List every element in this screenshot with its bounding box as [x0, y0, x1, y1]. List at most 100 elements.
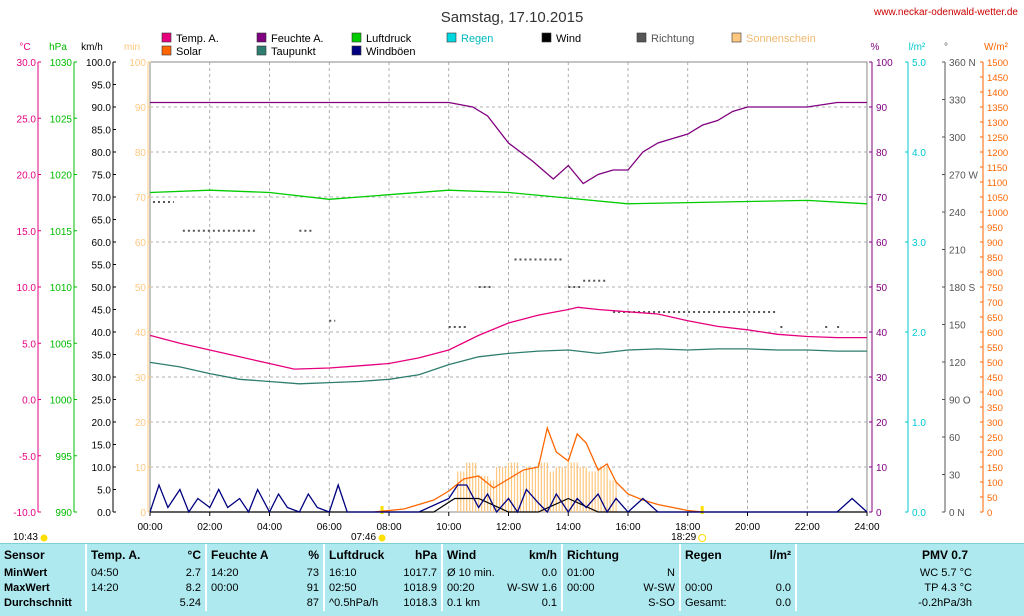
rain-tick-label: 1.0 — [912, 418, 926, 429]
series-line-solar — [374, 425, 703, 513]
humidity-tick-label: 30 — [876, 373, 888, 384]
stats-rain-time: Gesamt: — [679, 596, 746, 611]
rain-tick-label: 2.0 — [912, 328, 926, 339]
temp-tick-label: -5.0 — [19, 452, 37, 463]
series-line-temp-a- — [149, 306, 867, 370]
legend: Temp. A.Solar Feuchte A.Taupunkt Luftdruck… — [161, 32, 816, 58]
stats-wind-header: Wind — [441, 544, 500, 566]
wind-tick-label: 0.0 — [97, 508, 111, 519]
humidity-tick-label: 10 — [876, 463, 888, 474]
x-tick-label: 06:00 — [317, 522, 342, 533]
stats-dir-time: 01:00 — [561, 566, 624, 581]
stats-temp-time — [85, 596, 150, 611]
x-tick-label: 22:00 — [795, 522, 820, 533]
sunshine-tick-label: 10 — [135, 463, 147, 474]
temp-tick-label: 20.0 — [17, 171, 37, 182]
stats-temp-unit: °C — [187, 547, 201, 562]
stats-temp-header: Temp. A. — [85, 544, 150, 566]
stats-wind-value: 0.1 — [541, 597, 557, 609]
x-tick-label: 20:00 — [735, 522, 760, 533]
solar-tick-label: 200 — [987, 448, 1003, 459]
legend-label: Richtung — [651, 33, 694, 45]
stats-row-min: MinWert 04:50 2.7 14:20 73 16:10 1017.7 … — [0, 566, 1024, 581]
solar-axis-unit: W/m² — [984, 42, 1009, 53]
temp-tick-label: 10.0 — [17, 283, 37, 294]
stats-press-value: 1018.9 — [403, 582, 437, 594]
stats-hum-value: 87 — [306, 597, 319, 609]
direction-tick-label: 150 — [949, 321, 966, 332]
x-tick-label: 12:00 — [496, 522, 521, 533]
x-tick-label: 10:00 — [436, 522, 461, 533]
stats-temp-time: 14:20 — [85, 581, 150, 596]
rain-tick-label: 3.0 — [912, 238, 926, 249]
stats-hum-unit: % — [308, 547, 319, 562]
stats-wind-time: 0.1 km — [441, 596, 500, 611]
stats-press-unit: hPa — [414, 547, 437, 562]
x-tick-label: 18:00 — [675, 522, 700, 533]
stats-press-time: ^0.5hPa/h — [323, 596, 386, 611]
legend-swatch — [256, 32, 267, 43]
humidity-axis-unit: % — [871, 42, 880, 53]
sunset-icon — [698, 534, 707, 542]
wind-tick-label: 75.0 — [92, 171, 112, 182]
solar-tick-label: 50 — [987, 493, 998, 504]
temp-tick-label: 30.0 — [17, 58, 37, 69]
x-tick-label: 24:00 — [854, 522, 879, 533]
legend-swatch — [636, 32, 647, 43]
wind-axis-unit: km/h — [81, 42, 103, 53]
stats-hum-header: Feuchte A. — [205, 544, 268, 566]
weather-chart: Samstag, 17.10.2015 www.neckar-odenwald-… — [13, 7, 1018, 543]
stats-rain-unit: l/m² — [769, 547, 791, 562]
stats-press-value: 1017.7 — [403, 567, 437, 579]
legend-swatch — [161, 45, 172, 56]
legend-label: Windböen — [366, 46, 416, 58]
rain-tick-label: 5.0 — [912, 58, 926, 69]
stats-hum-time — [205, 596, 268, 611]
site-url[interactable]: www.neckar-odenwald-wetter.de — [873, 7, 1018, 18]
wind-tick-label: 95.0 — [92, 81, 112, 92]
pressure-axis-unit: hPa — [49, 42, 67, 53]
stats-sensor-header: Sensor — [4, 547, 45, 562]
direction-axis-unit: ° — [944, 42, 948, 53]
x-tick-label: 00:00 — [137, 522, 162, 533]
pressure-tick-label: 990 — [55, 508, 72, 519]
stats-rain-time: 00:00 — [679, 581, 746, 596]
direction-tick-label: 360 N — [949, 58, 976, 69]
stats-temp-time: 04:50 — [85, 566, 150, 581]
solar-tick-label: 600 — [987, 328, 1003, 339]
stats-pmv-value: WC 5.7 °C — [795, 566, 1024, 581]
legend-swatch — [731, 32, 742, 43]
solar-tick-label: 1450 — [987, 73, 1008, 84]
wind-tick-label: 60.0 — [92, 238, 112, 249]
solar-tick-label: 100 — [987, 478, 1003, 489]
wind-tick-label: 50.0 — [92, 283, 112, 294]
solar-tick-label: 1350 — [987, 103, 1008, 114]
stats-rain-value — [746, 566, 796, 581]
wind-tick-label: 100.0 — [86, 58, 111, 69]
stats-hum-time: 00:00 — [205, 581, 268, 596]
solar-tick-label: 550 — [987, 343, 1003, 354]
stats-dir-time: 00:00 — [561, 581, 624, 596]
axes: 00:00 02:00 04:00 06:00 08:00 10:00 12:00 14:00… — [13, 42, 1009, 543]
sunshine-tick-label: 100 — [129, 58, 146, 69]
direction-tick-label: 60 — [949, 433, 961, 444]
pressure-tick-label: 1025 — [50, 114, 73, 125]
stats-pmv-value: -0.2hPa/3h — [795, 596, 1024, 611]
temp-tick-label: 15.0 — [17, 227, 37, 238]
wind-tick-label: 80.0 — [92, 148, 112, 159]
direction-tick-label: 270 W — [949, 171, 978, 182]
direction-tick-label: 240 — [949, 208, 966, 219]
solar-tick-label: 900 — [987, 238, 1003, 249]
series-line-feuchte-a- — [150, 101, 867, 185]
stats-dir-value: S-SO — [648, 597, 675, 609]
solar-tick-label: 750 — [987, 283, 1003, 294]
temp-tick-label: 5.0 — [22, 339, 36, 350]
sunrise-time: 07:46 — [351, 532, 376, 543]
sunshine-tick-label: 30 — [135, 373, 147, 384]
legend-swatch — [446, 32, 457, 43]
stats-rain-header: Regen — [679, 544, 746, 566]
solar-tick-label: 650 — [987, 313, 1003, 324]
humidity-tick-label: 80 — [876, 148, 888, 159]
legend-swatch — [351, 32, 362, 43]
wind-tick-label: 55.0 — [92, 261, 112, 272]
